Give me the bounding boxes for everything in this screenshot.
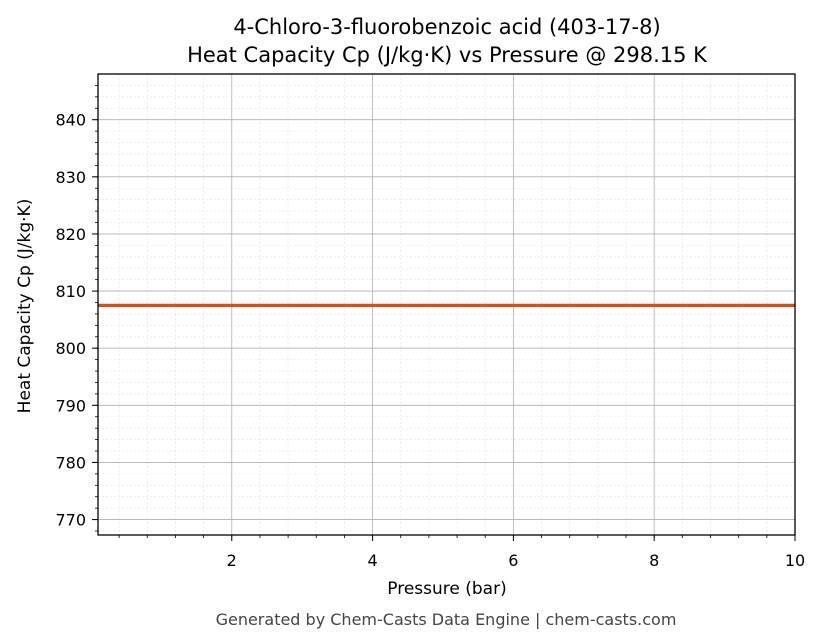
y-tick-label: 810: [55, 282, 86, 301]
x-tick-label: 8: [649, 551, 659, 570]
chart-title-line2: Heat Capacity Cp (J/kg·K) vs Pressure @ …: [187, 43, 708, 67]
x-tick-label: 4: [367, 551, 377, 570]
y-tick-label: 780: [55, 453, 86, 472]
x-tick-label: 6: [508, 551, 518, 570]
y-tick-label: 820: [55, 225, 86, 244]
axis-ticks: [92, 85, 796, 541]
footer-credit: Generated by Chem-Casts Data Engine | ch…: [216, 610, 677, 629]
x-axis-label: Pressure (bar): [387, 579, 506, 599]
y-tick-label: 840: [55, 111, 86, 130]
y-axis-label: Heat Capacity Cp (J/kg·K): [15, 199, 35, 414]
plot-area: [97, 73, 796, 536]
x-tick-label: 10: [785, 551, 805, 570]
y-tick-label: 830: [55, 168, 86, 187]
y-tick-label: 800: [55, 339, 86, 358]
chart-title-line1: 4-Chloro-3-fluorobenzoic acid (403-17-8): [233, 15, 660, 39]
y-tick-label: 790: [55, 396, 86, 415]
y-tick-label: 770: [55, 511, 86, 530]
x-tick-label: 2: [227, 551, 237, 570]
x-tick-labels: 2 4 6 8 10: [227, 551, 806, 570]
y-tick-labels: 770 780 790 800 810 820 830 840: [55, 111, 86, 530]
